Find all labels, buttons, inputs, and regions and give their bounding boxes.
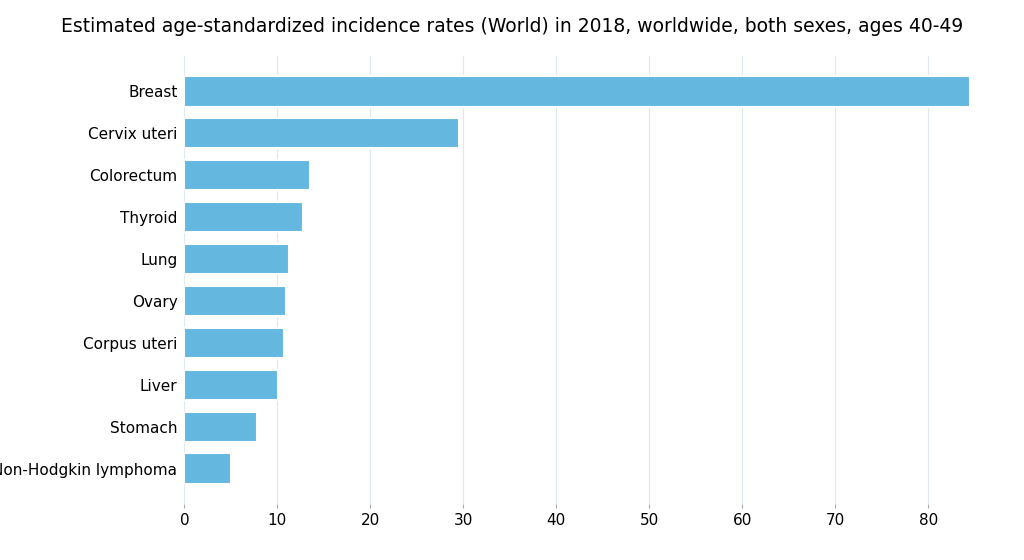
Bar [184, 160, 310, 190]
Bar [184, 286, 286, 316]
Bar [184, 328, 284, 358]
Bar [184, 412, 257, 442]
Bar [184, 244, 290, 274]
Bar [184, 202, 303, 232]
Bar [184, 76, 970, 106]
Bar [184, 370, 279, 400]
Bar [184, 454, 230, 484]
Text: Estimated age-standardized incidence rates (World) in 2018, worldwide, both sexe: Estimated age-standardized incidence rat… [60, 17, 964, 36]
Bar [184, 118, 459, 148]
